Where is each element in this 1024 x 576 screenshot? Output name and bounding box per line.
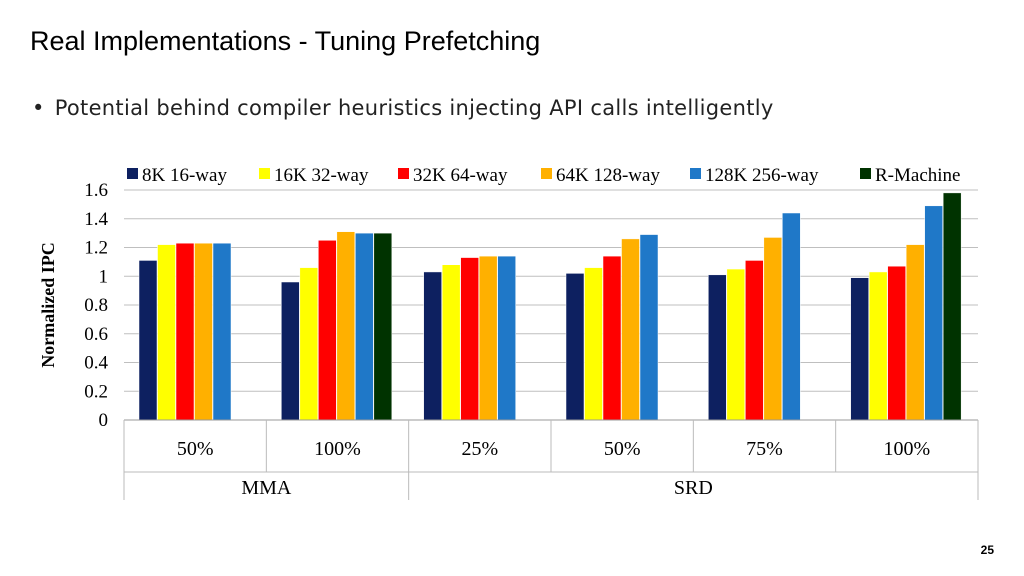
bar — [850, 277, 869, 421]
x-tick-label: 100% — [314, 438, 361, 460]
bar — [745, 260, 764, 421]
group-label: MMA — [241, 477, 292, 499]
y-tick-label: 1.6 — [84, 180, 108, 201]
bar — [318, 240, 337, 421]
bar — [138, 260, 158, 421]
bar — [281, 281, 300, 421]
legend-swatch — [127, 168, 138, 179]
bar — [336, 231, 356, 421]
bar — [763, 237, 783, 421]
bar — [355, 232, 374, 421]
bar — [175, 242, 195, 421]
x-tick-label: 100% — [883, 438, 930, 460]
legend-swatch — [398, 168, 409, 179]
legend-label: 8K 16-way — [142, 165, 227, 186]
bar — [565, 273, 585, 421]
y-tick-label: 1.2 — [84, 238, 108, 259]
bar — [726, 268, 746, 421]
y-tick-label: 1.4 — [84, 209, 108, 230]
bar — [299, 267, 319, 421]
x-tick-label: 25% — [461, 438, 498, 460]
legend-swatch — [860, 168, 871, 179]
bar — [868, 271, 888, 421]
legend-label: R-Machine — [875, 165, 960, 186]
y-axis-label: Normalized IPC — [38, 242, 58, 367]
y-tick-label: 0.4 — [84, 353, 108, 374]
legend-label: 32K 64-way — [413, 165, 508, 186]
bar — [423, 271, 442, 421]
bar — [621, 238, 640, 421]
y-tick-label: 0.2 — [84, 381, 108, 402]
bar — [602, 255, 622, 421]
bar — [905, 244, 925, 421]
bullet-dot: • — [32, 96, 45, 120]
group-label: SRD — [674, 477, 713, 499]
legend-swatch — [541, 168, 552, 179]
page-number: 25 — [980, 543, 994, 557]
bar — [584, 267, 603, 421]
x-tick-label: 75% — [746, 438, 783, 460]
legend-label: 16K 32-way — [274, 165, 369, 186]
bullet-item: • Potential behind compiler heuristics in… — [32, 96, 774, 120]
bar — [497, 255, 516, 421]
bar — [194, 242, 213, 421]
y-tick-label: 0 — [99, 410, 109, 431]
bar — [887, 265, 906, 421]
bar — [942, 192, 962, 421]
legend-swatch — [690, 168, 701, 179]
legend-swatch — [259, 168, 270, 179]
y-tick-label: 1 — [99, 266, 109, 287]
y-tick-label: 0.6 — [84, 324, 108, 345]
bar — [460, 257, 479, 421]
bar — [212, 242, 232, 421]
slide-title: Real Implementations - Tuning Prefetchin… — [30, 26, 541, 56]
bar — [924, 205, 943, 421]
y-tick-label: 0.8 — [84, 295, 108, 316]
bar — [478, 255, 498, 421]
legend-label: 64K 128-way — [556, 165, 660, 186]
bar — [639, 234, 659, 421]
bar — [708, 274, 727, 421]
bar — [157, 244, 176, 421]
x-tick-label: 50% — [604, 438, 641, 460]
bar — [373, 232, 393, 421]
bullet-text: Potential behind compiler heuristics inj… — [54, 96, 774, 120]
bar — [441, 264, 461, 421]
legend-label: 128K 256-way — [705, 165, 819, 186]
x-tick-label: 50% — [177, 438, 214, 460]
bar — [782, 212, 801, 421]
